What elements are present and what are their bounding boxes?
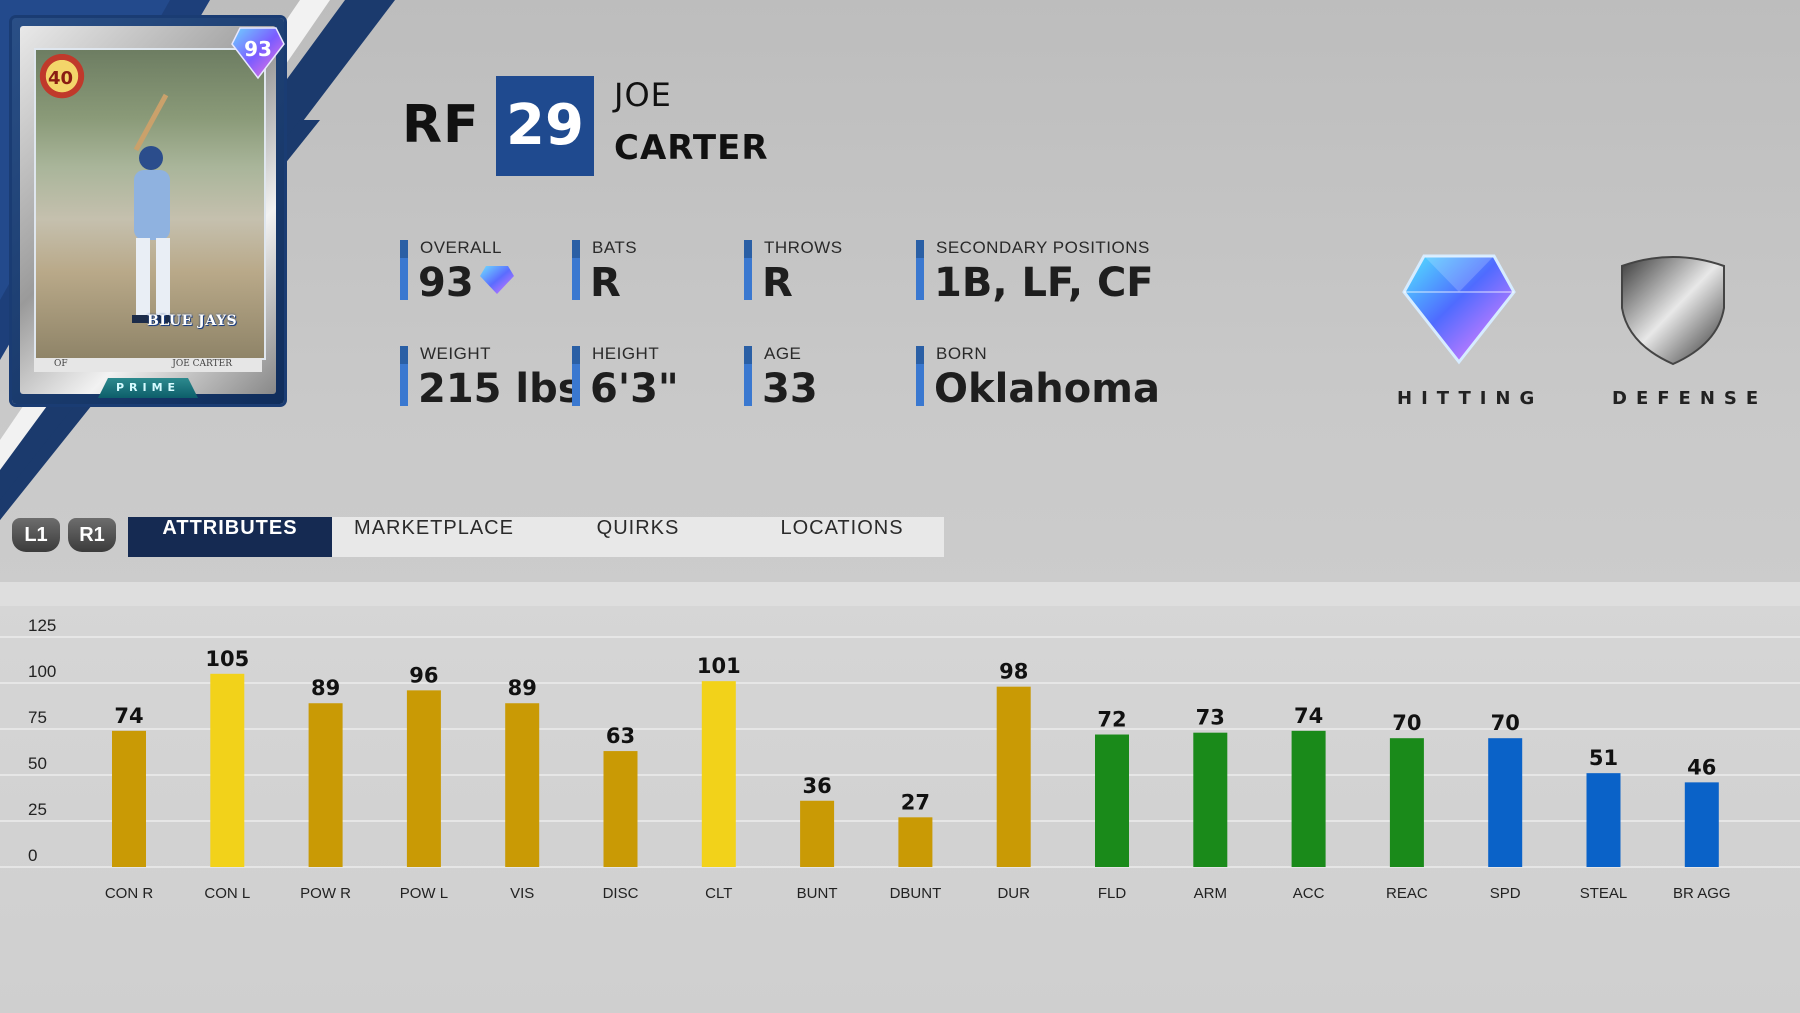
stat-value: 93 xyxy=(418,260,474,306)
tab-attributes[interactable]: ATTRIBUTES xyxy=(128,517,332,557)
panel-header-strip xyxy=(0,582,1800,606)
hitting-diamond-icon xyxy=(1402,254,1516,365)
card-team-name: BLUE JAYS xyxy=(147,313,238,329)
stat-label: BATS xyxy=(592,238,638,257)
stat-label: BORN xyxy=(936,344,988,363)
stat-value: R xyxy=(590,260,621,306)
card-series-label: PRIME xyxy=(98,378,198,398)
l1-bumper-button[interactable]: L1 xyxy=(12,518,60,552)
tab-quirks[interactable]: QUIRKS xyxy=(596,517,680,539)
stat-accent-bar xyxy=(744,346,752,406)
diamond-icon xyxy=(480,266,514,294)
card-rating-diamond: 93 xyxy=(230,24,286,80)
stat-accent-bar xyxy=(572,346,580,406)
player-last-name: CARTER xyxy=(614,128,769,168)
player-card: 40 BLUE JAYS OF JOE CARTER PRIME 93 xyxy=(12,18,286,404)
attributes-panel xyxy=(0,582,1800,1013)
logo-text: 40 xyxy=(48,68,74,89)
card-nameplate: OF JOE CARTER xyxy=(34,358,262,372)
diamond-icon xyxy=(231,27,285,80)
stat-accent-bar xyxy=(572,240,580,300)
stat-label: OVERALL xyxy=(420,238,502,257)
stat-label: AGE xyxy=(764,344,802,363)
stat-value: 1B, LF, CF xyxy=(934,260,1154,306)
stat-accent-bar xyxy=(916,240,924,300)
card-player-name: JOE CARTER xyxy=(172,359,232,369)
stat-accent-bar xyxy=(744,240,752,300)
batter-figure xyxy=(132,93,174,323)
r1-bumper-button[interactable]: R1 xyxy=(68,518,116,552)
stat-label: THROWS xyxy=(764,238,843,257)
defense-label: DEFENSE xyxy=(1612,388,1768,409)
stat-value: R xyxy=(762,260,793,306)
stat-value: 215 lbs xyxy=(418,366,582,412)
tab-bar: ATTRIBUTES MARKETPLACE QUIRKS LOCATIONS xyxy=(128,517,944,557)
stat-value: 6'3" xyxy=(590,366,679,412)
defense-shield-icon xyxy=(1621,256,1725,366)
stat-accent-bar xyxy=(916,346,924,406)
tab-locations[interactable]: LOCATIONS xyxy=(780,517,904,539)
stat-value: 33 xyxy=(762,366,818,412)
stat-value: Oklahoma xyxy=(934,366,1160,412)
player-position: RF xyxy=(402,95,480,155)
card-rating-value: 93 xyxy=(244,37,272,61)
card-position: OF xyxy=(54,359,68,369)
tab-marketplace[interactable]: MARKETPLACE xyxy=(354,517,514,539)
player-first-name: JOE xyxy=(614,76,672,114)
stat-accent-bar xyxy=(400,346,408,406)
stat-label: HEIGHT xyxy=(592,344,660,363)
stat-accent-bar xyxy=(400,240,408,300)
hitting-label: HITTING xyxy=(1397,388,1544,409)
stat-label: WEIGHT xyxy=(420,344,491,363)
stat-label: SECONDARY POSITIONS xyxy=(936,238,1150,257)
topps-40-logo: 40 xyxy=(38,50,86,108)
jersey-number: 29 xyxy=(496,76,594,176)
